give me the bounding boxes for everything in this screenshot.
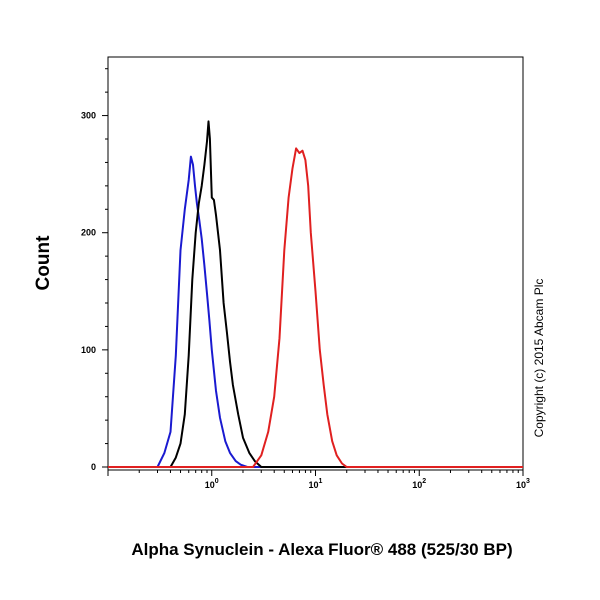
histogram-series-3 [108,147,523,468]
x-axis: 100 101 102 103 [107,470,530,490]
x-tick-label: 103 [516,478,530,490]
x-tick-label: 100 [205,478,219,490]
y-tick-label: 0 [91,462,96,472]
series-layer [108,120,523,468]
y-tick-label: 100 [81,345,96,355]
x-tick-label: 101 [309,478,323,490]
histogram-series-1 [108,155,523,468]
plot-frame [107,56,524,471]
y-tick-label: 300 [81,111,96,121]
y-tick-label: 200 [81,228,96,238]
y-axis: 0 100 200 300 [81,68,108,472]
histogram-series-2 [108,120,523,468]
x-axis-label: Alpha Synuclein - Alexa Fluor® 488 (525/… [131,540,512,559]
copyright-annotation: Copyright (c) 2015 Abcam Plc [532,279,546,438]
x-tick-label: 102 [412,478,426,490]
y-axis-label: Count [33,235,54,291]
